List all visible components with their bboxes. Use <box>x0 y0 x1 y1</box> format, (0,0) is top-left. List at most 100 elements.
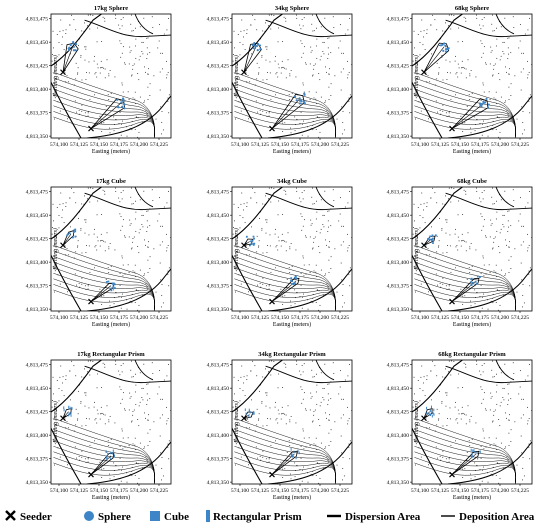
field-speck <box>58 388 60 389</box>
x-tick-label: 574,125 <box>431 142 449 148</box>
field-speck <box>143 102 145 103</box>
y-tick-label: 4,813,425 <box>387 64 410 70</box>
boundary-line <box>495 360 515 381</box>
field-speck <box>476 465 478 467</box>
dispersion-line <box>90 285 112 302</box>
field-speck <box>134 264 136 266</box>
field-speck <box>86 244 87 246</box>
field-speck <box>439 109 441 111</box>
field-speck <box>142 53 144 55</box>
sphere-marker <box>303 93 306 96</box>
field-speck <box>438 245 440 247</box>
y-tick-label: 4,813,350 <box>207 307 230 313</box>
seeder-marker <box>241 69 247 76</box>
x-tick-label: 574,175 <box>110 315 128 321</box>
field-speck <box>108 421 110 423</box>
y-axis-label: Northing (meters) <box>52 55 59 98</box>
field-speck <box>127 91 129 93</box>
field-speck <box>495 475 497 476</box>
field-speck <box>157 393 159 395</box>
field-speck <box>266 425 268 426</box>
field-speck <box>343 302 345 304</box>
field-speck <box>521 279 523 281</box>
boundary-line <box>84 192 171 211</box>
field-speck <box>126 481 128 483</box>
field-speck <box>56 237 58 238</box>
field-speck <box>242 390 244 392</box>
y-tick-label: 4,813,400 <box>26 433 49 439</box>
field-speck <box>521 452 523 454</box>
sphere-marker <box>444 48 448 51</box>
field-speck <box>319 405 321 407</box>
y-tick-label: 4,813,425 <box>207 64 230 70</box>
cube-marker <box>474 280 477 283</box>
prism-marker <box>477 456 479 460</box>
cube-marker <box>112 283 115 286</box>
x-tick-label: 574,125 <box>70 142 88 148</box>
field-speck <box>495 45 497 47</box>
field-speck <box>498 73 500 74</box>
field-speck <box>52 376 54 378</box>
field-speck <box>512 189 514 191</box>
sphere-marker <box>487 106 490 109</box>
field-speck <box>168 363 169 365</box>
field-speck <box>97 200 99 202</box>
seeder-marker <box>88 298 94 305</box>
field-speck <box>245 245 247 247</box>
field-speck <box>73 365 75 367</box>
field-speck <box>494 409 496 411</box>
field-speck <box>432 187 434 189</box>
field-speck <box>453 360 455 362</box>
field-speck <box>457 249 459 251</box>
field-speck <box>144 412 145 414</box>
x-tick-label: 574,100 <box>50 315 68 321</box>
field-speck <box>58 400 60 402</box>
field-speck <box>510 429 512 431</box>
field-speck <box>342 225 344 227</box>
field-speck <box>166 233 167 235</box>
field-speck <box>300 386 302 388</box>
field-speck <box>302 123 303 125</box>
field-speck <box>349 190 350 192</box>
field-speck <box>282 468 284 470</box>
field-speck <box>270 201 272 203</box>
field-speck <box>261 56 263 58</box>
field-speck <box>119 99 121 101</box>
field-speck <box>243 382 244 384</box>
prism-marker <box>114 454 116 458</box>
field-speck <box>458 373 460 375</box>
field-speck <box>61 217 63 219</box>
field-speck <box>341 398 343 400</box>
field-speck <box>109 242 111 244</box>
field-speck <box>415 291 417 293</box>
field-speck <box>519 24 521 26</box>
field-speck <box>319 304 321 306</box>
field-speck <box>495 271 497 273</box>
sphere-marker <box>293 95 297 98</box>
field-speck <box>268 187 270 189</box>
field-speck <box>104 17 106 19</box>
cube-marker <box>113 287 116 289</box>
field-speck <box>87 25 88 27</box>
field-speck <box>458 27 460 29</box>
field-speck <box>492 248 493 250</box>
field-speck <box>475 249 477 251</box>
field-speck <box>529 440 531 442</box>
field-speck <box>462 304 464 305</box>
field-speck <box>100 413 101 415</box>
x-tick-label: 574,150 <box>271 488 289 494</box>
field-speck <box>100 67 101 69</box>
field-speck <box>146 404 148 406</box>
field-speck <box>101 468 103 470</box>
field-speck <box>148 414 150 416</box>
field-speck <box>281 406 283 408</box>
field-speck <box>349 440 351 442</box>
field-speck <box>336 464 338 466</box>
field-speck <box>78 455 80 457</box>
field-speck <box>507 231 509 233</box>
field-speck <box>296 187 297 189</box>
field-speck <box>485 235 486 237</box>
field-speck <box>319 59 321 61</box>
field-speck <box>233 266 235 268</box>
x-tick-label: 574,200 <box>491 488 509 494</box>
